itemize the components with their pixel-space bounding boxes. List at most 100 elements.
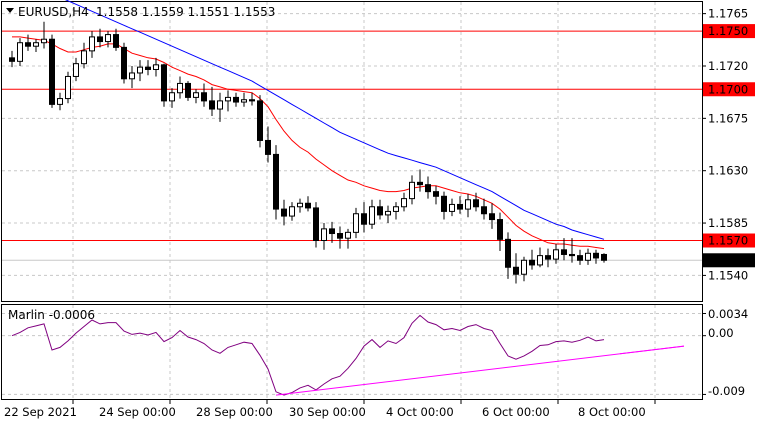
level-badge <box>703 82 755 97</box>
candle-body-bull <box>369 206 375 225</box>
candle-body-bull <box>193 92 199 98</box>
candle-body-bear <box>145 66 151 70</box>
candle-body-bull <box>89 36 95 52</box>
candle-body-bear <box>273 153 279 210</box>
price-tick-label: 1.1540 <box>708 268 748 282</box>
candle-body-bear <box>257 100 263 141</box>
candle-body-bull <box>553 249 559 260</box>
candle-body-bull <box>401 198 407 208</box>
candle-body-bear <box>9 57 15 62</box>
candle-body-bull <box>33 42 39 47</box>
candle-body-bear <box>425 184 431 193</box>
candles <box>9 21 607 284</box>
candle-body-bear <box>337 233 343 239</box>
current-price-badge <box>703 253 755 268</box>
price-pane <box>1 1 703 302</box>
indicator-tick-3: -0.009 <box>708 384 745 398</box>
time-tick-label: 30 Sep 00:00 <box>289 405 366 419</box>
candle-body-bear <box>457 203 463 210</box>
price-tick-label: 1.1585 <box>708 216 748 230</box>
candle-body-bear <box>377 206 383 216</box>
candle-body-bear <box>329 228 335 235</box>
candle-body-bull <box>385 210 391 216</box>
candle-body-bear <box>185 82 191 98</box>
candle-body-bear <box>121 46 127 80</box>
candle-body-bear <box>265 139 271 155</box>
candle-body-bull <box>289 206 295 217</box>
candle-body-bull <box>129 72 135 80</box>
candle-body-bull <box>465 199 471 210</box>
candle-body-bull <box>73 63 79 77</box>
candle-body-bear <box>593 252 599 259</box>
indicator-lines <box>11 314 685 396</box>
indicator-grid <box>2 305 706 399</box>
price-tick-label: 1.1675 <box>708 111 748 125</box>
candle-body-bull <box>585 252 591 261</box>
time-tick-label: 6 Oct 00:00 <box>482 405 550 419</box>
candle-body-bull <box>521 259 527 275</box>
candle-body-bear <box>433 191 439 197</box>
marlin-trendline[interactable] <box>275 345 685 396</box>
candle-body-bear <box>513 266 519 275</box>
candle-body-bear <box>249 99 255 102</box>
candle-body-bull <box>241 99 247 103</box>
candle-body-bear <box>113 34 119 48</box>
time-tick-label: 22 Sep 2021 <box>4 405 77 419</box>
level-label: 1.1570 <box>708 234 748 248</box>
time-tick-label: 4 Oct 00:00 <box>386 405 454 419</box>
marlin-line <box>11 314 605 396</box>
indicator-pane <box>1 304 703 400</box>
candle-body-bull <box>297 202 303 208</box>
candle-body-bull <box>449 203 455 212</box>
candle-body-bull <box>81 50 87 65</box>
current-price-label: 1.1553 <box>708 253 748 267</box>
marlin-trendline-extension <box>619 345 685 355</box>
candle-body-bear <box>25 42 31 47</box>
candle-body-bear <box>505 238 511 268</box>
candle-body-bull <box>353 213 359 233</box>
horizontal-levels: 1.1750 1.1700 1.1570 1.1553 <box>2 24 755 268</box>
candle-body-bull <box>105 34 111 43</box>
candle-body-bull <box>65 75 71 100</box>
price-axis: 1.1765 1.1720 1.1675 1.1630 1.1585 1.1540 <box>702 7 748 282</box>
symbol-label: EURUSD,H4 <box>18 5 89 19</box>
dropdown-triangle-icon[interactable] <box>6 8 14 13</box>
candle-body-bull <box>225 96 231 102</box>
candle-body-bull <box>537 255 543 266</box>
indicator-label: Marlin -0.0006 <box>8 308 95 322</box>
candle-body-bear <box>49 38 55 105</box>
time-axis: 22 Sep 2021 24 Sep 00:00 28 Sep 00:00 30 Se… <box>4 400 656 419</box>
candle-body-bear <box>601 253 607 261</box>
ohlc-label: 1.1558 1.1559 1.1551 1.1553 <box>96 5 275 19</box>
ma-red-line <box>12 36 605 250</box>
candle-body-bear <box>233 96 239 103</box>
candle-body-bear <box>577 255 583 261</box>
candle-body-bear <box>529 259 535 266</box>
candle-body-bull <box>17 42 23 62</box>
level-badge <box>703 233 755 248</box>
candle-body-bear <box>473 199 479 208</box>
time-tick-label: 28 Sep 00:00 <box>196 405 273 419</box>
candle-body-bear <box>201 92 207 102</box>
candle-body-bull <box>393 206 399 212</box>
indicator-tick-2: 0.00 <box>708 326 734 340</box>
candle-body-bear <box>481 206 487 215</box>
candle-body-bear <box>417 181 423 186</box>
candle-body-bull <box>153 64 159 70</box>
candle-body-bull <box>57 98 63 105</box>
candle-body-bull <box>345 231 351 239</box>
indicator-tick-1: 0.0034 <box>708 307 748 321</box>
candle-body-bear <box>209 100 215 110</box>
candle-body-bear <box>161 64 167 102</box>
candle-body-bull <box>169 92 175 102</box>
time-tick-label: 24 Sep 00:00 <box>99 405 176 419</box>
candle-body-bear <box>561 249 567 255</box>
candle-body-bull <box>409 181 415 200</box>
candle-body-bull <box>137 66 143 74</box>
level-label: 1.1750 <box>708 24 748 38</box>
candle-body-bear <box>313 207 319 242</box>
price-tick-label: 1.1765 <box>708 7 748 21</box>
candle-body-bear <box>305 202 311 209</box>
candle-body-bull <box>217 100 223 110</box>
